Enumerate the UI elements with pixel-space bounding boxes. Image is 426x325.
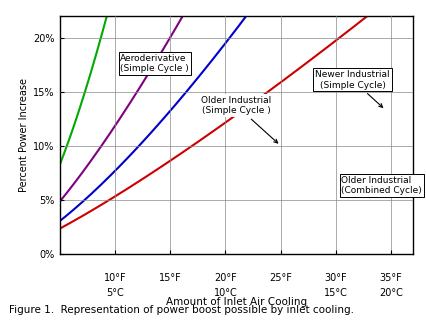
Text: 15°F: 15°F [159,273,181,283]
Text: 25°F: 25°F [269,273,292,283]
Text: 10°F: 10°F [104,273,126,283]
Text: 15°C: 15°C [324,288,348,298]
Text: 10°C: 10°C [213,288,237,298]
Y-axis label: Percent Power Increase: Percent Power Increase [19,78,29,192]
Text: Newer Industrial
(Simple Cycle): Newer Industrial (Simple Cycle) [315,70,390,107]
Text: Aeroderivative
(Simple Cycle ): Aeroderivative (Simple Cycle ) [121,54,189,73]
Text: 35°F: 35°F [380,273,403,283]
Text: Figure 1.  Representation of power boost possible by inlet cooling.: Figure 1. Representation of power boost … [9,305,354,315]
Text: Older Industrial
(Simple Cycle ): Older Industrial (Simple Cycle ) [201,96,278,143]
X-axis label: Amount of Inlet Air Cooling: Amount of Inlet Air Cooling [166,297,307,307]
Text: 30°F: 30°F [325,273,347,283]
Text: 20°F: 20°F [214,273,237,283]
Text: Older Industrial
(Combined Cycle): Older Industrial (Combined Cycle) [341,176,422,195]
Text: 5°C: 5°C [106,288,124,298]
Text: 20°C: 20°C [379,288,403,298]
